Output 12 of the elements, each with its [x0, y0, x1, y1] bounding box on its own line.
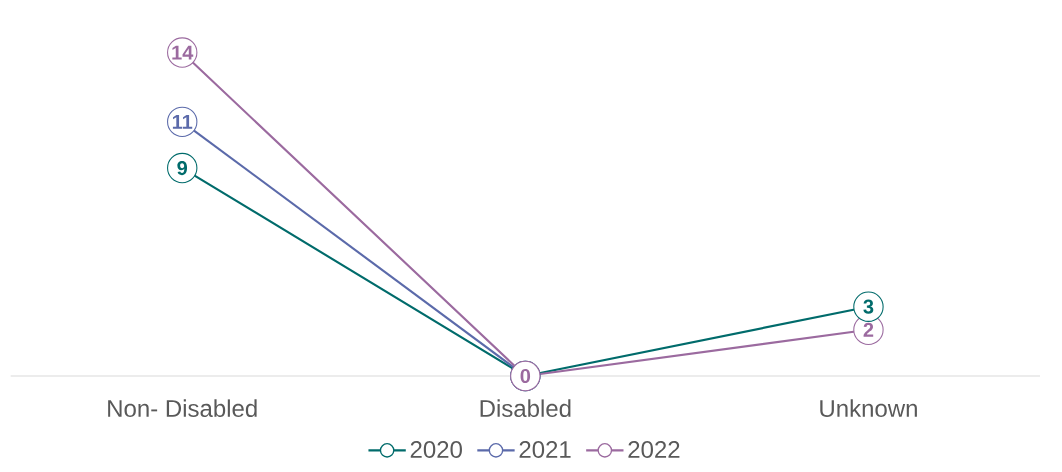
x-tick-label: Non- Disabled [108, 399, 257, 417]
data-label: 11 [172, 114, 193, 129]
legend-label: 2020 [410, 440, 462, 458]
data-label: 3 [863, 299, 874, 314]
x-tick-label: Disabled [480, 399, 571, 417]
data-label: 9 [177, 160, 188, 176]
data-label: 14 [172, 45, 194, 60]
legend-label: 2022 [628, 440, 680, 458]
data-label: 0 [520, 368, 531, 384]
x-tick-label: Unknown [820, 399, 917, 417]
legend-label: 2021 [519, 440, 571, 458]
data-label: 2 [863, 322, 874, 337]
